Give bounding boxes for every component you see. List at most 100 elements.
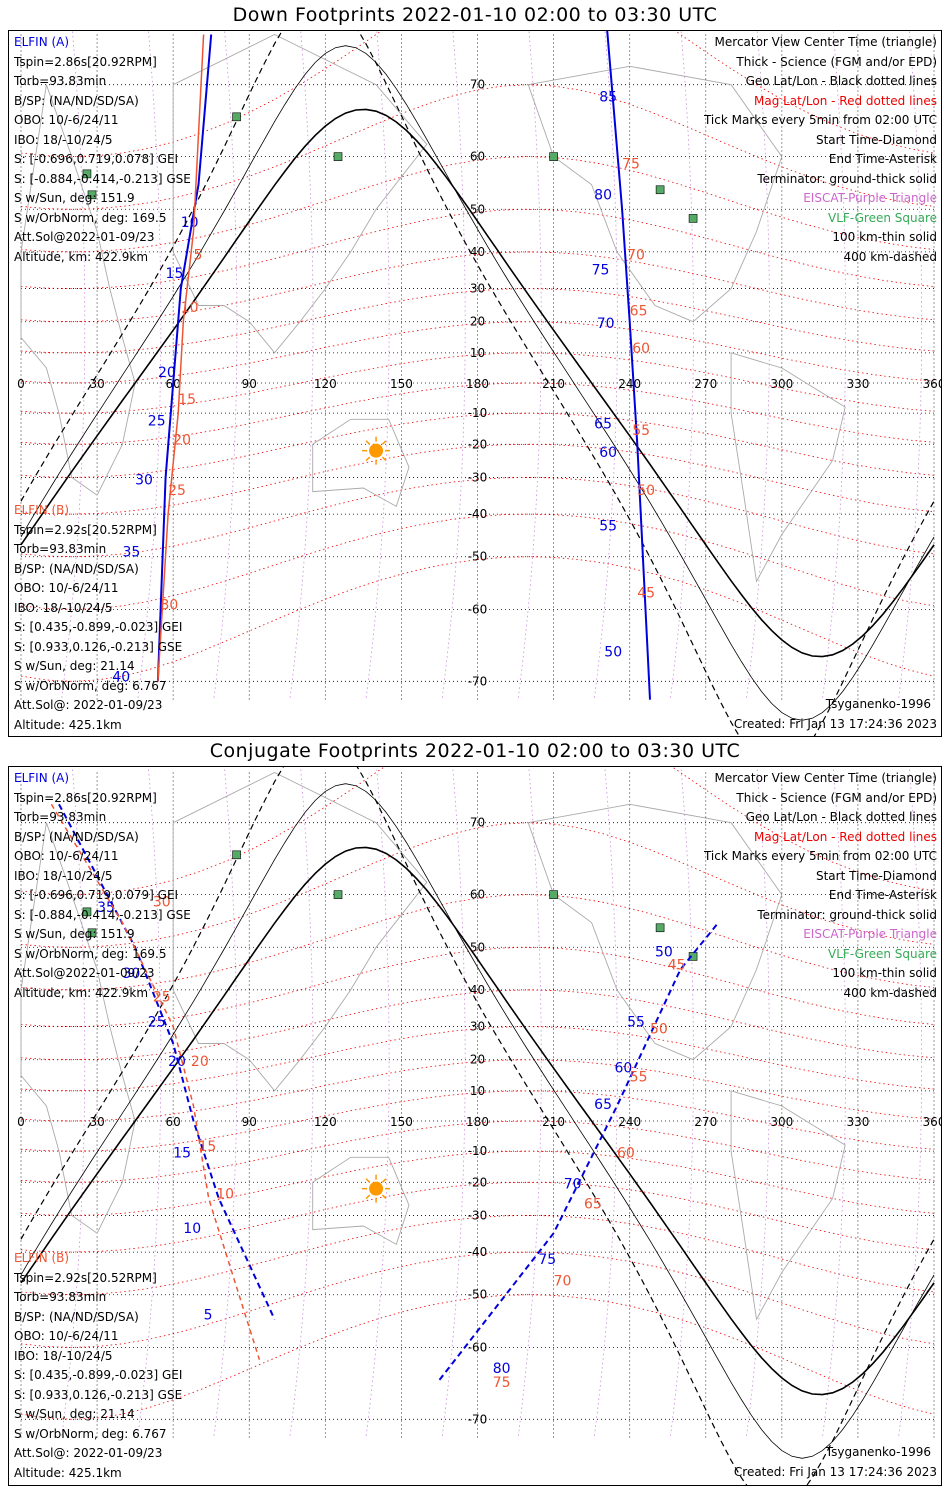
elfin-a-label: ELFIN (A) (14, 35, 70, 49)
mag-meridian (213, 31, 238, 700)
lat-label: 30 (470, 1020, 485, 1034)
info-line: S: [0.435,-0.899,-0.023] GEI (14, 1368, 183, 1382)
info-line: S: [0.435,-0.899,-0.023] GEI (14, 620, 183, 634)
sun-icon (369, 1181, 384, 1196)
info-line: S w/OrbNorm, deg: 169.5 (14, 210, 167, 225)
legend-item: End Time-Asterisk (828, 152, 937, 166)
coastline (730, 352, 846, 583)
mag-meridian (669, 31, 694, 700)
lat-label: 50 (470, 202, 485, 216)
lon-label: 330 (846, 377, 869, 391)
elfin-a-track-east (438, 921, 720, 1381)
mag-lat-line (20, 208, 935, 290)
model-label: Tsyganenko-1996 (825, 1445, 931, 1459)
elfin-b-track-tick-label: 65 (630, 303, 648, 319)
legend-item: Start Time-Diamond (815, 868, 937, 883)
terminator-100km (20, 45, 935, 721)
elfin-a-track-tick-label: 20 (158, 365, 176, 381)
info-line: B/SP: (NA/ND/SD/SA) (14, 93, 139, 108)
elfin-b-track-tick-label: 75 (493, 1375, 511, 1391)
legend-item: Geo Lat/Lon - Black dotted lines (745, 74, 937, 88)
elfin-b-track-tick-label: 50 (650, 1021, 668, 1037)
lon-label: 270 (694, 1115, 717, 1129)
info-line: S w/Sun, deg: 21.14 (14, 659, 135, 673)
info-line: IBO: 18/-10/24/5 (14, 1348, 113, 1363)
mag-meridian (289, 767, 314, 1438)
elfin-a-track-tick-label: 55 (599, 518, 617, 534)
map-frame: 0 30 60 90 120 150 180 210 240 270 300 330 360 70 60 50… (8, 766, 942, 1486)
lon-label: 270 (694, 377, 717, 391)
legend-item: Terminator: ground-thick solid (757, 907, 937, 922)
lon-label: 0 (17, 377, 25, 391)
lon-label: 30 (89, 377, 104, 391)
vlf-square-icon (82, 169, 92, 179)
mag-lat-line (20, 1294, 935, 1420)
info-line: S w/OrbNorm, deg: 169.5 (14, 946, 167, 961)
elfin-a-track-tick-label: 85 (599, 89, 617, 105)
info-line: OBO: 10/-6/24/11 (14, 581, 119, 595)
info-line: Torb=93.83min (14, 74, 107, 88)
elfin-a-track-tick-label: 50 (655, 944, 673, 960)
elfin-a-track-tick-label: 60 (614, 1060, 632, 1076)
elfin-a-track-tick-label: 65 (594, 1097, 612, 1113)
elfin-b-info: ELFIN (B) Tspin=2.92s[20.52RPM] Torb=93.… (14, 501, 182, 735)
mag-lat-line (20, 476, 935, 558)
lat-label: -70 (468, 674, 488, 688)
elfin-a-track-tick-label: 40 (112, 669, 130, 685)
elfin-a-track-tick-label: 35 (122, 545, 140, 561)
legend-item: 400 km-dashed (843, 985, 937, 1000)
sun-ray (365, 1194, 371, 1200)
elfin-b-track-tick-label: 45 (668, 958, 686, 974)
mag-meridian (441, 31, 466, 700)
coastline (312, 1156, 410, 1246)
mag-meridian (441, 767, 466, 1438)
vlf-square-icon (333, 890, 343, 899)
panel-title: Conjugate Footprints 2022-01-10 02:00 to… (209, 740, 741, 762)
legend-item: Tick Marks every 5min from 02:00 UTC (703, 849, 937, 863)
terminator-ground (20, 846, 935, 1396)
elfin-b-track (157, 34, 205, 682)
sun-ray (381, 1194, 387, 1200)
vlf-square-icon (87, 928, 97, 938)
mag-meridian (669, 767, 694, 1438)
lat-label: -50 (468, 550, 488, 564)
elfin-b-track-tick-label: 15 (199, 1139, 217, 1155)
panel-title: Down Footprints 2022-01-10 02:00 to 03:3… (232, 4, 718, 26)
coastline (312, 418, 410, 508)
lat-label: 10 (470, 346, 485, 360)
lon-label: 90 (242, 377, 257, 391)
elfin-a-track-tick-label: 55 (627, 1015, 645, 1031)
elfin-a-track-tick-label: 70 (564, 1177, 582, 1193)
info-line: S w/Sun, deg: 151.9 (14, 191, 135, 205)
sun-ray (381, 456, 387, 462)
sun-ray (365, 1178, 371, 1183)
sun-ray (381, 440, 387, 445)
elfin-b-track-tick-label: 30 (160, 597, 178, 613)
lat-label: -30 (468, 470, 488, 484)
sun-ray (365, 456, 371, 462)
lat-label: 40 (470, 983, 485, 997)
vlf-square-icon (688, 952, 698, 961)
lat-label: 30 (470, 282, 485, 296)
elfin-b-track-tick-label: 25 (153, 989, 171, 1005)
info-line: Att.Sol@2022-01-09/23 (14, 966, 155, 980)
info-line: IBO: 18/-10/24/5 (14, 132, 113, 147)
elfin-a-track-tick-label: 60 (599, 445, 617, 461)
elfin-a-track-tick-label: 15 (166, 266, 184, 282)
elfin-a-track-tick-label: 20 (168, 1054, 186, 1070)
legend-item: Mercator View Center Time (triangle) (714, 771, 937, 785)
lon-label: 90 (242, 1115, 257, 1129)
elfin-b-track-tick-label: 50 (637, 483, 655, 499)
info-line: IBO: 18/-10/24/5 (14, 600, 113, 615)
info-line: Tspin=2.86s[20.92RPM] (14, 790, 157, 805)
lat-label: 70 (470, 78, 485, 92)
coastline (730, 1090, 846, 1321)
info-line: Att.Sol@: 2022-01-09/23 (14, 698, 163, 712)
info-line: Torb=93.83min (14, 810, 107, 824)
lat-label: 60 (470, 888, 485, 902)
elfin-a-track-tick-label: 15 (173, 1145, 191, 1161)
terminator-ground (20, 108, 935, 658)
mag-lat-line (20, 156, 935, 253)
elfin-a-track-tick-label: 30 (135, 472, 153, 488)
lat-label: -60 (468, 1340, 488, 1354)
